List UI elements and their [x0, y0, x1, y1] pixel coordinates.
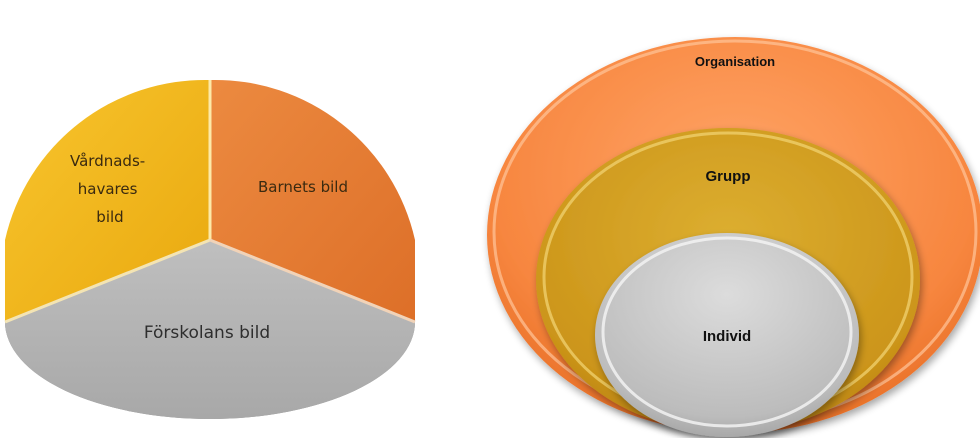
pie-diagram: Vårdnads- havares bild Barnets bild Förs… [4, 79, 416, 419]
pie-label-vardnadshavares: Vårdnads- havares bild [70, 152, 150, 226]
pie-segment-barnets-bild [210, 79, 415, 322]
pie-label-forskolans: Förskolans bild [144, 323, 270, 343]
nested-label-grupp: Grupp [706, 168, 751, 185]
nested-inner-ellipse [595, 233, 859, 437]
nested-label-organisation: Organisation [695, 54, 775, 69]
pie-divider [4, 238, 211, 324]
pie-segment-forskolans-bild [5, 240, 415, 419]
nested-label-individ: Individ [703, 328, 751, 345]
pie-divider [209, 238, 416, 324]
nested-diagram: Organisation Grupp Individ [487, 37, 980, 437]
pie-label-barnets: Barnets bild [258, 178, 348, 196]
nested-inner-highlight [601, 236, 853, 428]
pie-segment-vardnadshavares-bild [5, 79, 210, 323]
